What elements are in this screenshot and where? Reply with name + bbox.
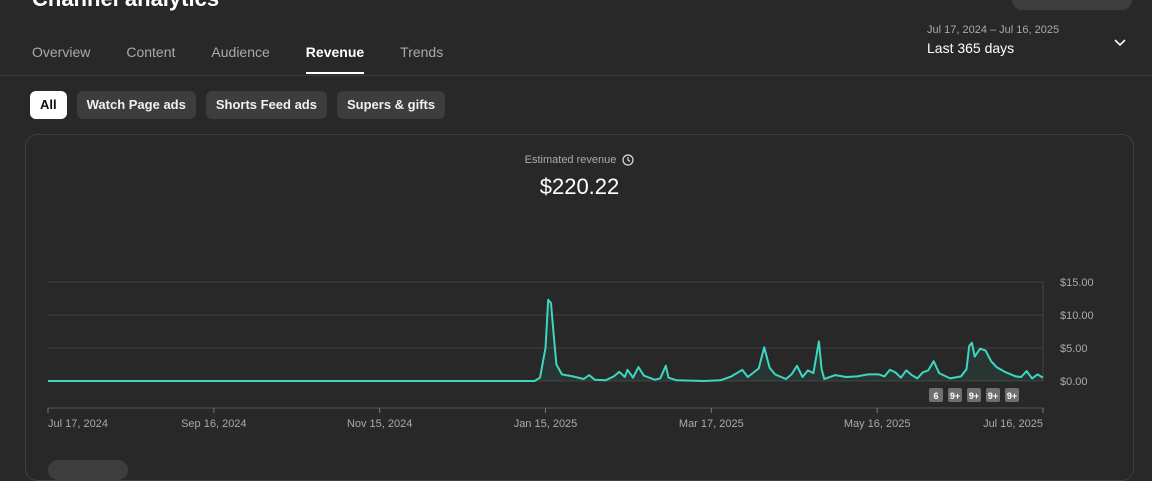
bottom-chip[interactable] xyxy=(48,460,128,480)
event-marker-label: 9+ xyxy=(969,391,979,401)
series-area xyxy=(48,299,1043,381)
chip-watch-page-ads[interactable]: Watch Page ads xyxy=(76,91,196,119)
event-marker-label: 9+ xyxy=(988,391,998,401)
tabs-divider xyxy=(0,75,1152,76)
y-tick-label: $10.00 xyxy=(1060,310,1094,322)
event-marker[interactable] xyxy=(948,388,962,402)
x-tick-label: Nov 15, 2024 xyxy=(347,418,412,430)
tab-trends[interactable]: Trends xyxy=(400,44,444,60)
x-tick-label: Sep 16, 2024 xyxy=(181,418,246,430)
event-marker[interactable] xyxy=(1005,388,1019,402)
revenue-chart-card: Estimated revenue $220.22 xyxy=(25,134,1134,481)
revenue-line-chart[interactable]: $15.00 $10.00 $5.00 $0.00 Jul 17, 2024 Sep 16… xyxy=(0,0,1152,466)
tab-overview[interactable]: Overview xyxy=(32,44,91,60)
tab-revenue[interactable]: Revenue xyxy=(305,44,365,75)
tab-audience[interactable]: Audience xyxy=(211,44,270,60)
event-marker-label: 9+ xyxy=(1007,391,1017,401)
y-tick-label: $5.00 xyxy=(1060,343,1088,355)
tab-content[interactable]: Content xyxy=(126,44,176,60)
clock-icon[interactable] xyxy=(622,154,634,166)
metric-summary: Estimated revenue $220.22 xyxy=(26,150,1133,200)
revenue-filter-chips: All Watch Page ads Shorts Feed ads Super… xyxy=(30,91,455,119)
date-range-picker[interactable]: Jul 17, 2024 – Jul 16, 2025 Last 365 day… xyxy=(927,24,1059,56)
x-tick-label: May 16, 2025 xyxy=(844,418,911,430)
metric-value: $220.22 xyxy=(539,174,620,199)
event-marker[interactable] xyxy=(929,388,943,402)
y-tick-label: $15.00 xyxy=(1060,277,1094,289)
metric-label-text: Estimated revenue xyxy=(524,154,617,166)
date-range-dates: Jul 17, 2024 – Jul 16, 2025 xyxy=(927,24,1060,36)
chevron-down-icon[interactable] xyxy=(1113,38,1127,48)
y-tick-label: $0.00 xyxy=(1060,376,1088,388)
series-line xyxy=(48,298,1044,382)
header-action-button[interactable] xyxy=(1012,0,1132,10)
x-tick-label: Mar 17, 2025 xyxy=(679,418,744,430)
event-marker[interactable] xyxy=(986,388,1000,402)
event-marker-label: 9+ xyxy=(950,391,960,401)
x-tick-label: Jul 16, 2025 xyxy=(983,418,1043,430)
event-marker[interactable] xyxy=(967,388,981,402)
analytics-tabs: Overview Content Audience Revenue Trends xyxy=(32,44,479,75)
x-tick-label: Jan 15, 2025 xyxy=(514,418,578,430)
chip-all[interactable]: All xyxy=(30,91,67,119)
chip-shorts-feed-ads[interactable]: Shorts Feed ads xyxy=(205,91,327,119)
chip-supers-gifts[interactable]: Supers & gifts xyxy=(336,91,446,119)
event-marker-label: 6 xyxy=(933,391,938,401)
date-range-label: Last 365 days xyxy=(927,40,1015,56)
metric-label: Estimated revenue xyxy=(525,154,635,166)
page-title: Channel analytics xyxy=(32,0,219,12)
x-tick-label: Jul 17, 2024 xyxy=(48,418,108,430)
